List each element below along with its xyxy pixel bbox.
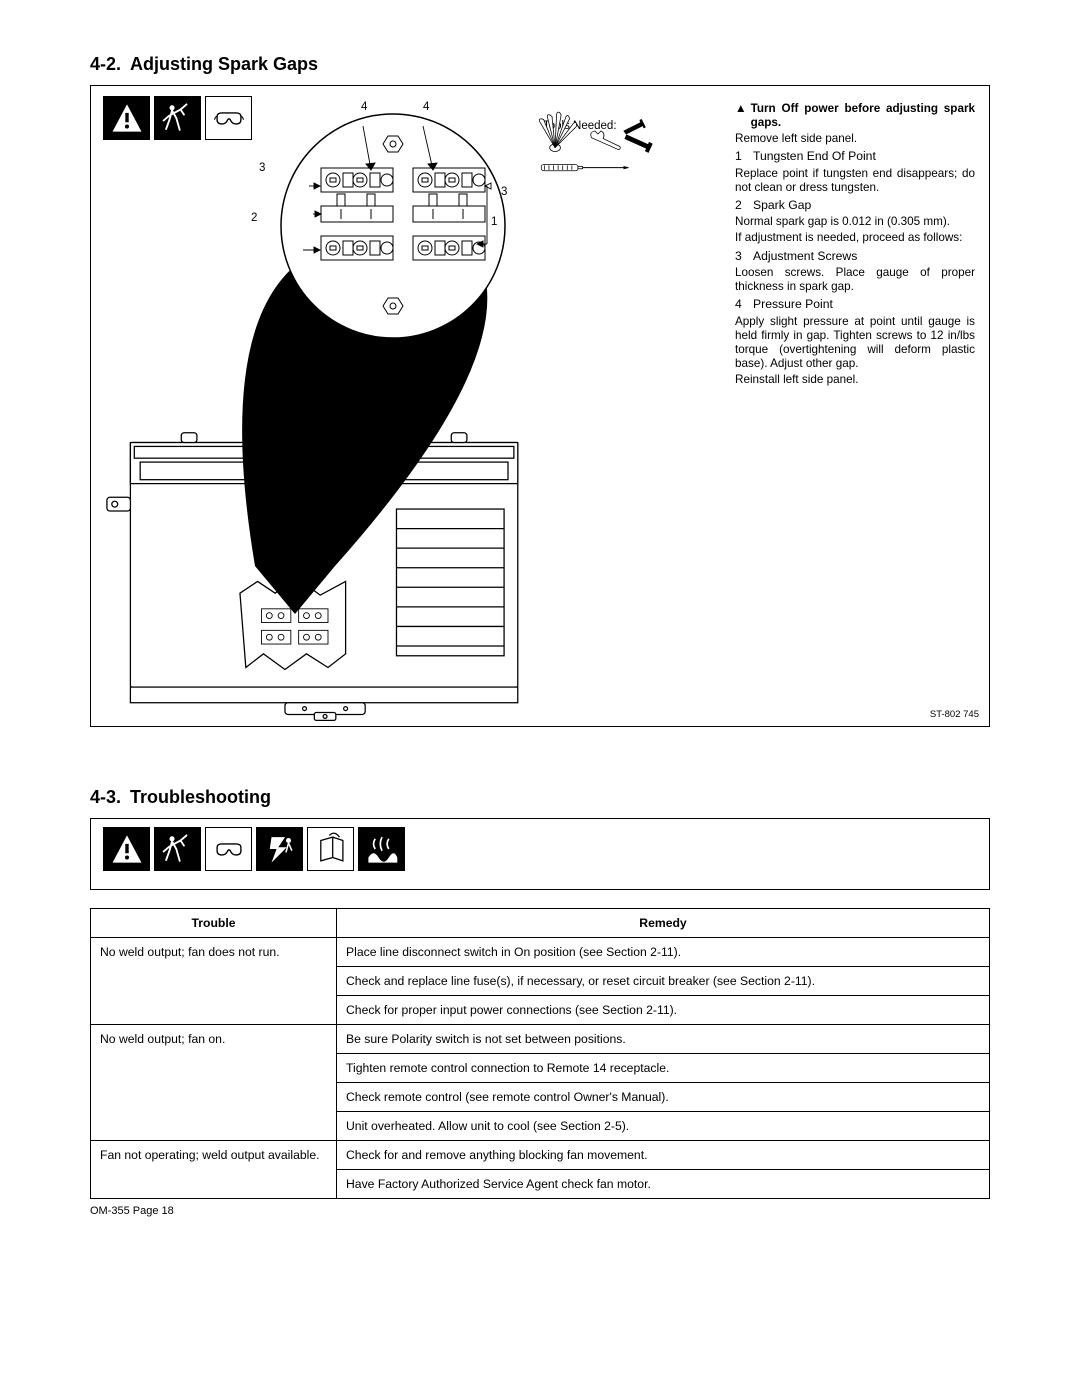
read-manual-icon [307,827,354,871]
goggles-icon [205,96,252,140]
th-trouble: Trouble [91,909,337,938]
callout-3-right: 3 [501,186,507,198]
figure-id: ST-802 745 [930,709,979,720]
page-footer: OM-355 Page 18 [90,1205,990,1217]
hot-surface-icon [358,827,405,871]
heading-4-3: 4-3. Troubleshooting [90,787,990,808]
instructions-column: ▲Turn Off power before adjusting spark g… [735,100,975,389]
electric-shock-icon [256,827,303,871]
callout-4-left: 4 [361,101,367,113]
heading-4-2: 4-2. Adjusting Spark Gaps [90,54,990,75]
th-remedy: Remedy [337,909,990,938]
table-row: Fan not operating; weld output available… [91,1141,990,1170]
spark-gap-detail-diagram [263,106,523,346]
warning-triangle-icon: ▲ [735,102,747,130]
table-row: No weld output; fan on. Be sure Polarity… [91,1025,990,1054]
warning-strip-43 [103,827,989,871]
goggles-icon [205,827,252,871]
tools-icons [526,108,656,177]
warning-icon [103,827,150,871]
callout-1: 1 [491,216,497,228]
warning-icon [103,96,150,140]
troubleshooting-table: Trouble Remedy No weld output; fan does … [90,908,990,1199]
callout-2: 2 [251,212,257,224]
figure-4-2-frame: Tools Needed: [90,85,990,727]
moving-parts-icon [154,96,201,140]
moving-parts-icon [154,827,201,871]
table-row: No weld output; fan does not run. Place … [91,938,990,967]
callout-4-right: 4 [423,101,429,113]
callout-3-left: 3 [259,162,265,174]
warning-strip-frame-43 [90,818,990,890]
warning-strip [103,96,256,140]
